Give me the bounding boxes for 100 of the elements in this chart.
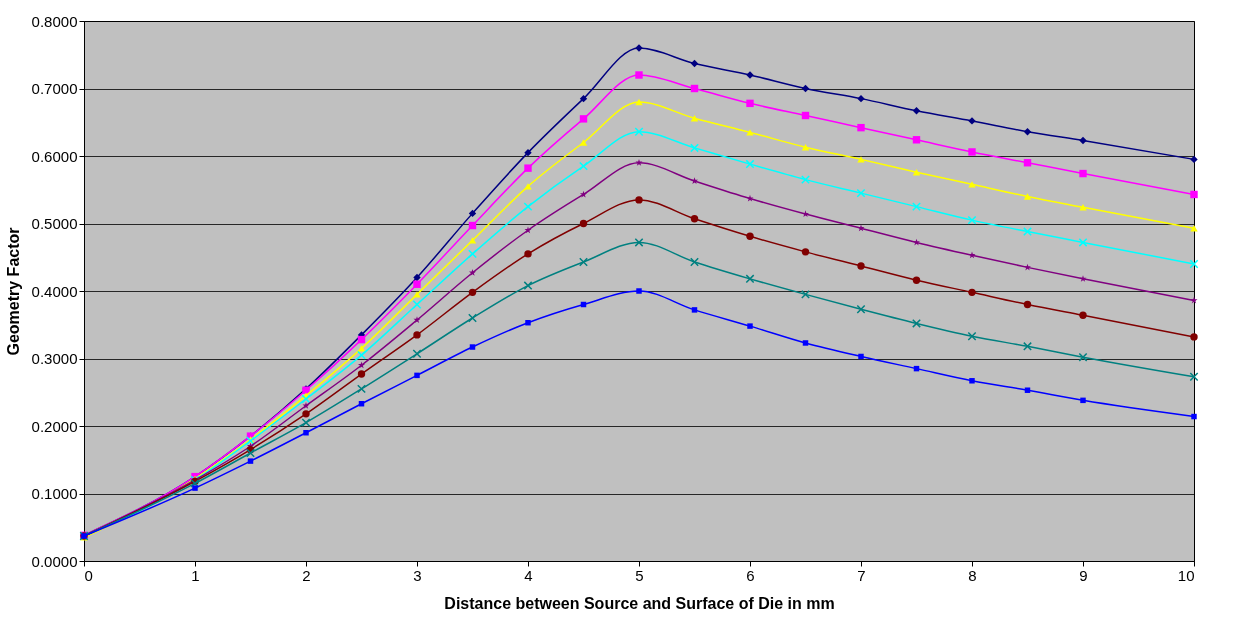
point [635,196,643,204]
y-tick-label: 0.7000 [31,80,78,97]
x-tick-label: 6 [746,566,755,584]
point [1191,413,1197,420]
point [746,194,754,202]
point [524,250,532,258]
point [746,99,754,108]
point [745,159,755,169]
point [690,59,699,68]
point [912,136,921,144]
point [635,71,643,79]
x-tick-label: 0 [84,566,93,584]
point [1023,300,1032,309]
point [523,202,533,212]
y-tick-label: 0.3000 [31,350,78,367]
point [746,129,754,136]
point [1079,136,1087,145]
point [579,139,588,146]
point [857,123,865,132]
point [302,410,310,418]
point [357,350,366,360]
point [414,372,420,379]
y-tick-label: 0.8000 [31,12,78,30]
point [468,249,477,259]
point [857,224,865,232]
point [802,340,809,346]
point [1079,204,1087,211]
point [413,316,421,324]
point [690,257,699,267]
x-axis-title: Distance between Source and Surface of Die in mm [444,594,835,612]
point [857,156,865,163]
point [1190,155,1198,164]
point [1190,333,1198,341]
point [412,300,422,309]
point [413,273,421,282]
y-tick-label: 0.1000 [31,485,78,502]
point [634,237,644,247]
point [1080,397,1086,404]
point [579,94,588,103]
point [690,177,699,184]
point [1190,190,1198,199]
y-tick-label: 0.5000 [31,215,78,232]
point [1189,372,1199,382]
point [690,114,699,122]
point [912,276,921,284]
point [690,143,699,153]
point [468,237,477,244]
point [967,331,977,341]
point [856,304,866,314]
x-tick-label: 10 [1177,566,1195,584]
point [912,202,921,212]
x-tick-label: 8 [968,566,977,584]
point [1189,259,1199,269]
point [635,98,643,106]
point [192,485,198,491]
point [1023,227,1032,237]
point [412,349,422,359]
y-tick-label: 0.4000 [31,282,78,300]
point [1078,352,1088,362]
point [967,215,977,225]
point [857,94,865,103]
point [579,219,588,228]
y-axis-title: Geometry Factor [4,227,22,356]
point [746,232,754,241]
point [246,448,255,458]
point [524,148,532,157]
point [968,288,976,297]
point [413,291,421,298]
x-tick-label: 7 [857,566,866,584]
point [524,226,532,234]
point [357,384,366,394]
point [801,144,810,151]
point [858,353,864,360]
point [523,281,533,291]
point [301,394,311,404]
point [301,418,311,428]
point [912,107,921,115]
point [801,84,810,93]
point [579,115,588,123]
point [968,148,976,156]
point [357,370,366,378]
point [856,188,866,198]
point [634,127,644,137]
x-tick-label: 5 [635,566,644,584]
point [1078,237,1088,247]
point [413,331,421,339]
point [1079,311,1087,319]
y-tick-label: 0.2000 [31,417,78,435]
point [636,288,642,294]
x-tick-label: 3 [413,566,422,584]
x-tick-label: 1 [191,566,200,584]
point [968,251,976,259]
point [579,161,588,171]
point [1190,296,1198,304]
point [857,262,865,270]
point [1023,127,1032,136]
point [579,257,588,267]
point [801,248,810,256]
point [1023,341,1032,351]
point [968,181,976,188]
